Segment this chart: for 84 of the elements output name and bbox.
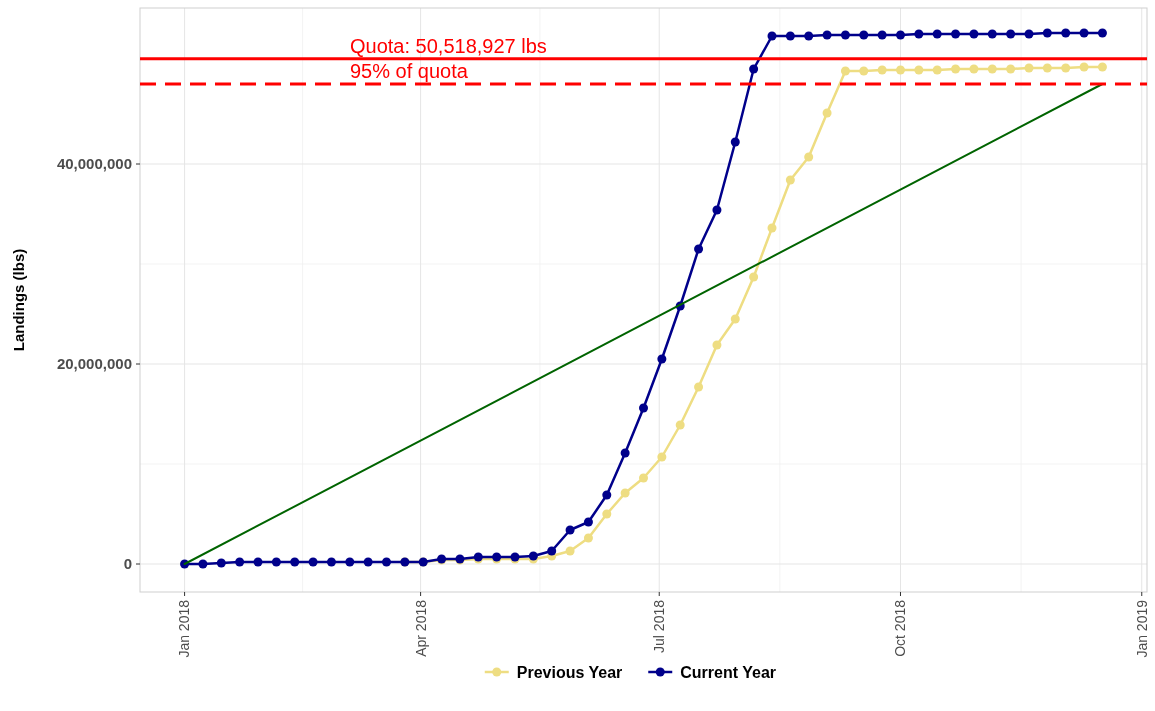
point	[767, 223, 777, 233]
point	[840, 30, 850, 40]
ref-line-label: 95% of quota	[350, 60, 469, 82]
point	[785, 175, 795, 185]
y-tick-label: 20,000,000	[56, 355, 132, 373]
point	[547, 546, 557, 556]
point	[840, 66, 850, 76]
point	[749, 272, 759, 282]
point	[675, 420, 685, 430]
point	[749, 64, 759, 74]
point	[565, 525, 575, 535]
point	[767, 31, 777, 41]
point	[1006, 64, 1016, 74]
point	[639, 473, 648, 483]
point	[253, 557, 263, 567]
point	[896, 65, 905, 75]
point	[657, 452, 667, 462]
point	[1042, 63, 1052, 73]
point	[198, 559, 208, 569]
point	[804, 152, 814, 162]
x-tick-label: Oct 2018	[892, 599, 909, 657]
point	[712, 340, 722, 350]
point	[822, 30, 832, 40]
point	[730, 137, 740, 147]
point	[859, 66, 869, 76]
point	[382, 557, 392, 567]
y-axis-title: Landings (lbs)	[10, 248, 27, 352]
point	[785, 31, 795, 41]
x-tick-label: Jul 2018	[651, 599, 668, 653]
point	[583, 517, 593, 527]
point	[639, 403, 648, 413]
x-tick-label: Apr 2018	[412, 599, 429, 657]
y-tick-label: 40,000,000	[56, 155, 132, 173]
point	[657, 354, 667, 364]
point	[1079, 62, 1089, 72]
point	[326, 557, 336, 567]
point	[1079, 28, 1089, 38]
point	[987, 64, 997, 74]
point	[694, 244, 704, 254]
point	[712, 205, 722, 215]
point	[1097, 28, 1107, 38]
point	[969, 64, 979, 74]
point	[822, 108, 832, 118]
x-tick-label: Jan 2019	[1133, 599, 1150, 658]
point	[602, 509, 612, 519]
y-tick-label: 0	[123, 555, 132, 573]
point	[969, 29, 979, 39]
point	[951, 29, 961, 39]
point	[804, 31, 814, 41]
point	[1006, 29, 1016, 39]
point	[859, 30, 869, 40]
point	[602, 490, 612, 500]
point	[914, 29, 924, 39]
point	[620, 448, 630, 458]
point	[345, 557, 355, 567]
point	[565, 546, 575, 556]
legend-label: Previous Year	[516, 663, 623, 681]
point	[216, 558, 226, 568]
point	[896, 30, 905, 40]
point	[290, 557, 300, 567]
ref-line-label: Quota: 50,518,927 lbs	[350, 34, 547, 57]
point	[694, 382, 704, 392]
x-tick-label: Jan 2018	[176, 599, 193, 658]
point	[877, 30, 887, 40]
point	[932, 65, 942, 75]
legend-label: Current Year	[680, 663, 776, 681]
point	[1024, 29, 1034, 39]
point	[620, 488, 630, 498]
point	[932, 29, 942, 39]
point	[583, 533, 593, 543]
point	[1097, 62, 1107, 72]
point	[363, 557, 373, 567]
point	[914, 65, 924, 75]
point	[1042, 28, 1052, 38]
point	[730, 314, 740, 324]
point	[1061, 28, 1071, 38]
point	[877, 65, 887, 75]
point	[951, 64, 961, 74]
point	[308, 557, 318, 567]
point	[1024, 63, 1034, 73]
point	[1061, 63, 1071, 73]
point	[987, 29, 997, 39]
point	[235, 557, 245, 567]
point	[271, 557, 281, 567]
